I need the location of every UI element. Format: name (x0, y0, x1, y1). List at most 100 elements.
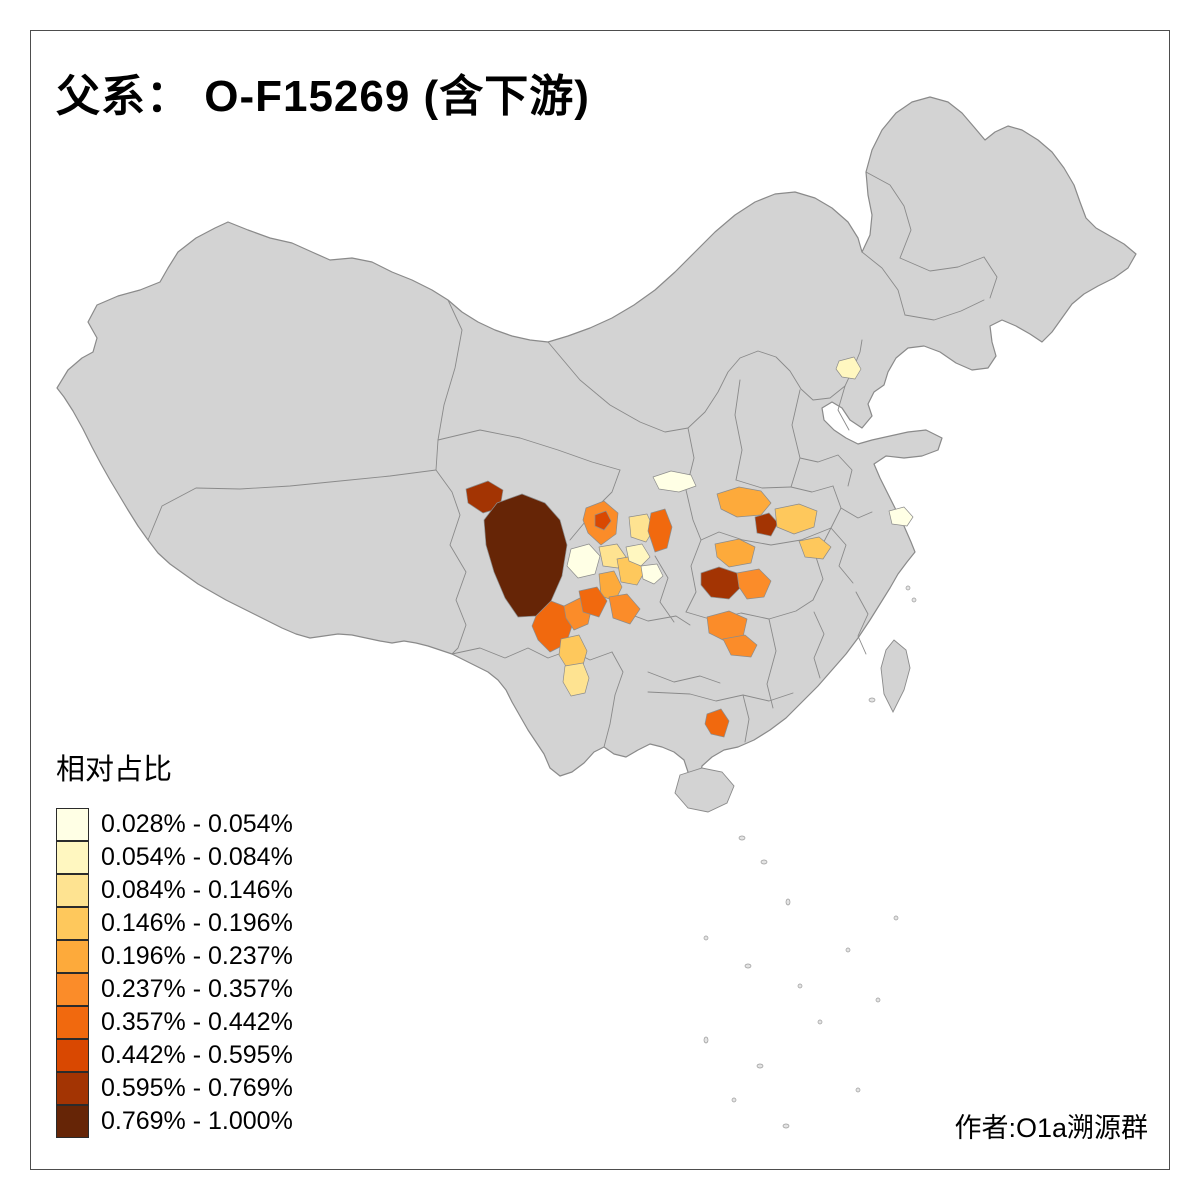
china-outline (56, 96, 1137, 781)
province-border (654, 555, 675, 623)
province-border (840, 507, 873, 519)
province-border (700, 527, 832, 546)
province-border (904, 299, 985, 321)
legend: 相对占比 0.028% - 0.054% 0.054% - 0.084% 0.084… (56, 746, 293, 1138)
province-border (865, 171, 912, 259)
map-region (774, 503, 818, 535)
islet (911, 597, 917, 603)
islet (782, 1123, 790, 1129)
legend-swatch (56, 808, 89, 841)
map-region (608, 593, 641, 625)
province-border (147, 469, 437, 541)
legend-swatch (56, 907, 89, 940)
legend-label: 0.237% - 0.357% (101, 975, 293, 1003)
islet (760, 859, 768, 865)
islet (845, 947, 851, 953)
province-border (855, 591, 869, 655)
province-border (790, 485, 834, 493)
islet (744, 963, 752, 969)
map-region (888, 506, 914, 527)
legend-swatch (56, 940, 89, 973)
map-region (714, 538, 756, 568)
legend-label: 0.146% - 0.196% (101, 909, 293, 937)
author-credit: 作者:O1a溯源群 (954, 1113, 1148, 1143)
islet (703, 935, 709, 941)
legend-row: 0.196% - 0.237% (56, 940, 293, 973)
legend-row: 0.054% - 0.084% (56, 841, 293, 874)
islet (855, 1087, 861, 1093)
plot-title: 父系： O-F15269 (含下游) (56, 72, 590, 121)
map-region (647, 508, 673, 553)
legend-title: 相对占比 (56, 754, 173, 786)
hainan-island (674, 767, 735, 813)
map-region (704, 708, 730, 738)
legend-swatch (56, 973, 89, 1006)
province-border (435, 469, 467, 655)
islet (817, 1019, 823, 1025)
province-border (547, 339, 863, 433)
legend-label: 0.028% - 0.054% (101, 810, 293, 838)
province-border (790, 389, 801, 488)
legend-row: 0.442% - 0.595% (56, 1039, 293, 1072)
legend-swatch (56, 874, 89, 907)
province-border (735, 479, 792, 489)
legend-row: 0.357% - 0.442% (56, 1006, 293, 1039)
province-border (734, 379, 743, 481)
province-border (647, 671, 721, 684)
legend-label: 0.054% - 0.084% (101, 843, 293, 871)
province-border (623, 611, 691, 626)
map-region (652, 470, 697, 493)
legend-swatch (56, 1006, 89, 1039)
islet (731, 1097, 737, 1103)
legend-swatch (56, 841, 89, 874)
map-region (754, 512, 779, 537)
province-border (685, 539, 702, 613)
legend-label: 0.084% - 0.146% (101, 876, 293, 904)
islet (797, 983, 803, 989)
province-border (685, 427, 702, 541)
legend-label: 0.442% - 0.595% (101, 1041, 293, 1069)
islet (756, 1063, 764, 1069)
islet (785, 898, 791, 906)
province-border (837, 385, 850, 431)
map-region (625, 543, 651, 567)
taiwan-island (880, 639, 911, 714)
islet (868, 697, 876, 703)
province-border (603, 651, 624, 748)
province-border (742, 694, 750, 743)
map-region (736, 568, 772, 600)
province-border (899, 256, 985, 272)
legend-row: 0.769% - 1.000% (56, 1105, 293, 1138)
islet (893, 915, 899, 921)
legend-label: 0.595% - 0.769% (101, 1074, 293, 1102)
islet (905, 585, 911, 591)
province-border (983, 256, 998, 299)
legend-swatch (56, 1105, 89, 1138)
islet (875, 997, 881, 1003)
map-region (722, 634, 758, 658)
map-region (798, 536, 832, 560)
legend-swatch (56, 1072, 89, 1105)
legend-swatch (56, 1039, 89, 1072)
province-border (435, 299, 463, 471)
legend-row: 0.595% - 0.769% (56, 1072, 293, 1105)
province-border (451, 647, 613, 661)
islet (738, 835, 746, 841)
map-region (562, 662, 590, 697)
map-region (594, 510, 612, 531)
map-region (716, 486, 772, 518)
map-region (640, 563, 664, 585)
legend-row: 0.028% - 0.054% (56, 808, 293, 841)
province-border (813, 611, 825, 679)
province-border (799, 454, 853, 487)
province-border (766, 618, 777, 709)
map-region (578, 586, 608, 618)
map-region (566, 543, 601, 579)
province-border (861, 251, 906, 316)
map-region (700, 566, 742, 600)
map-region (835, 356, 862, 380)
legend-row: 0.084% - 0.146% (56, 874, 293, 907)
province-border (647, 691, 794, 702)
